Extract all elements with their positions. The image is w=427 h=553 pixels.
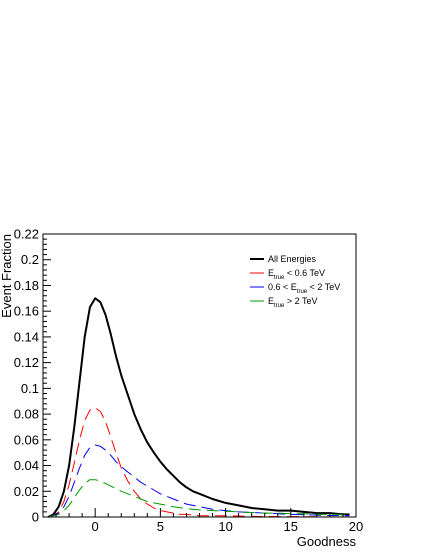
plot-curves (47, 297, 350, 518)
legend-label-3: Etrue > 2 TeV (268, 296, 317, 309)
y-tick-label: 0.02 (14, 484, 39, 499)
x-tick-label: 0 (92, 519, 99, 534)
legend-label-1: Etrue < 0.6 TeV (268, 268, 325, 281)
series-line-0 (47, 297, 350, 518)
y-tick-label: 0.14 (14, 329, 39, 344)
axes: 0 0.02 0.04 0.06 0.08 0.1 0.12 0.14 0.16 0.18 0.2 0… (14, 227, 364, 535)
x-tick-label: 5 (157, 519, 164, 534)
y-tick-label: 0.1 (21, 381, 39, 396)
y-axis-title: Event Fraction (0, 234, 14, 318)
y-tick-label: 0 (32, 510, 39, 525)
y-tick-label: 0.2 (21, 252, 39, 267)
y-tick-label: 0.12 (14, 355, 39, 370)
series-line-3 (48, 479, 350, 518)
legend-label-0: All Energies (268, 254, 317, 264)
x-axis-title: Goodness (297, 534, 357, 549)
y-tick-label: 0.06 (14, 432, 39, 447)
y-tick-label: 0.04 (14, 458, 39, 473)
y-tick-label: 0.18 (14, 278, 39, 293)
x-tick-label: 10 (218, 519, 232, 534)
y-tick-label: 0.08 (14, 407, 39, 422)
x-tick-label: 15 (284, 519, 298, 534)
y-tick-label: 0.16 (14, 304, 39, 319)
y-tick-label: 0.22 (14, 227, 39, 242)
x-tick-label: 20 (349, 519, 363, 534)
series-line-1 (48, 407, 350, 518)
legend-label-2: 0.6 < Etrue < 2 TeV (268, 282, 340, 295)
